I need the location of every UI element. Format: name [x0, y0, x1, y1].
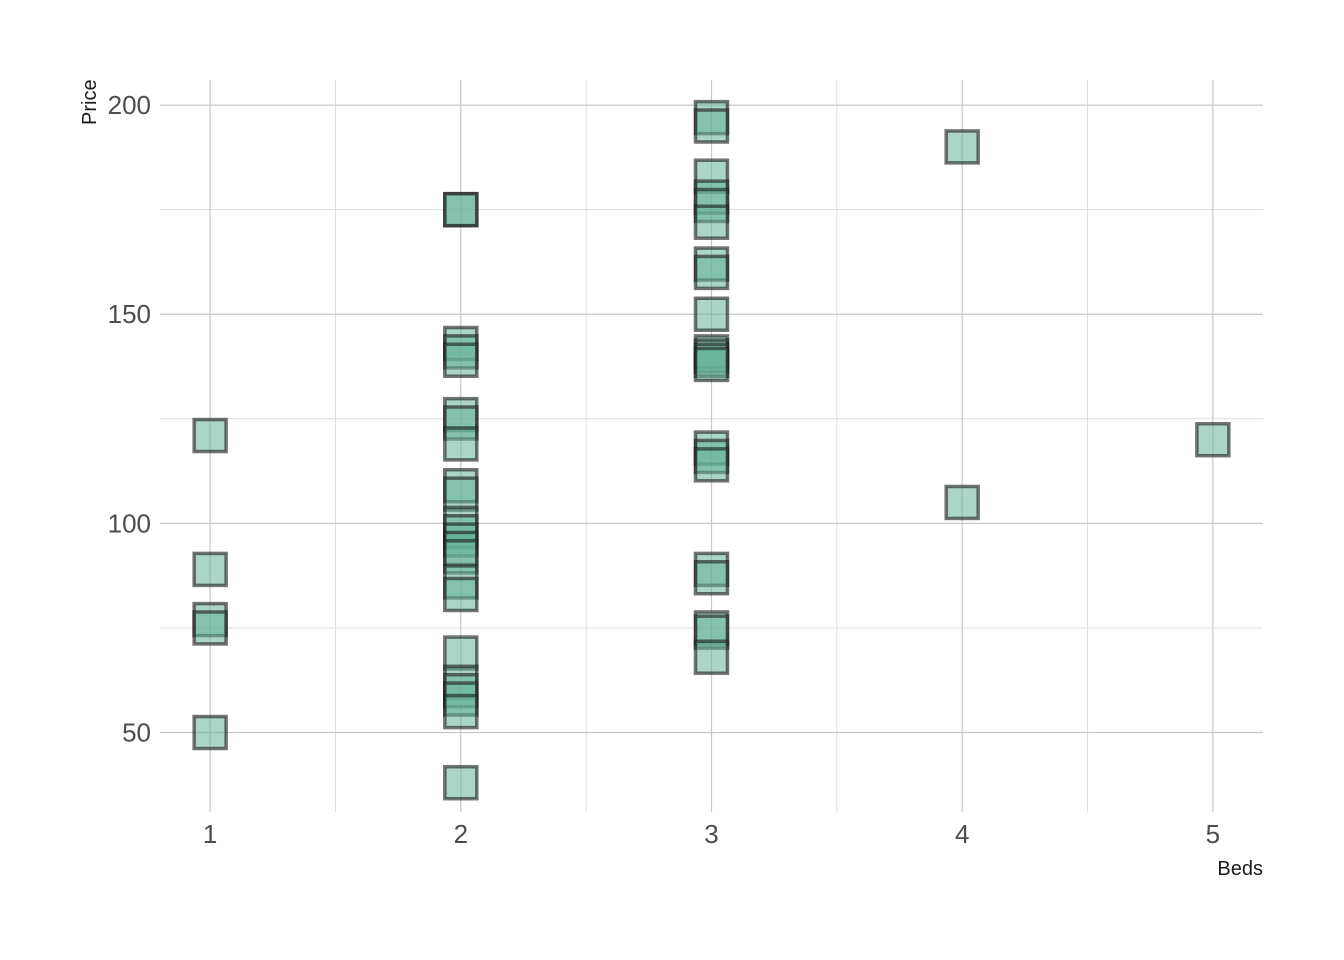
data-point: [192, 714, 228, 751]
data-point: [443, 191, 479, 228]
y-tick-label: 100: [108, 508, 151, 538]
data-point: [693, 346, 730, 383]
x-tick-label: 1: [203, 819, 217, 849]
x-tick-label: 4: [955, 819, 969, 849]
data-point: [443, 426, 479, 462]
x-tick-label: 2: [454, 819, 468, 849]
data-point: [443, 764, 479, 801]
x-tick-label: 5: [1206, 819, 1220, 849]
y-tick-label: 50: [122, 718, 151, 748]
data-point: [443, 693, 479, 730]
data-point: [1195, 421, 1231, 458]
y-axis-ticks: 50 100 150 200: [108, 90, 151, 747]
data-point: [693, 204, 730, 240]
y-tick-label: 150: [108, 299, 151, 329]
data-point: [944, 484, 980, 521]
y-tick-label: 200: [108, 90, 151, 120]
data-point: [693, 108, 730, 144]
x-axis-title: Beds: [1217, 858, 1263, 880]
data-point: [693, 447, 730, 483]
data-point: [443, 576, 479, 613]
data-points: [192, 99, 1231, 801]
y-axis-title: Price: [79, 79, 101, 125]
data-point: [693, 560, 730, 596]
data-point: [693, 296, 730, 332]
data-point: [443, 635, 479, 671]
data-point: [693, 254, 730, 291]
data-point: [192, 551, 228, 588]
data-point: [443, 342, 479, 379]
data-point: [693, 639, 730, 675]
data-point: [944, 129, 980, 165]
data-point: [192, 417, 228, 454]
x-axis-ticks: 1 2 3 4 5: [203, 819, 1220, 849]
x-tick-label: 3: [704, 819, 718, 849]
data-point: [443, 476, 479, 512]
data-point: [192, 610, 228, 646]
